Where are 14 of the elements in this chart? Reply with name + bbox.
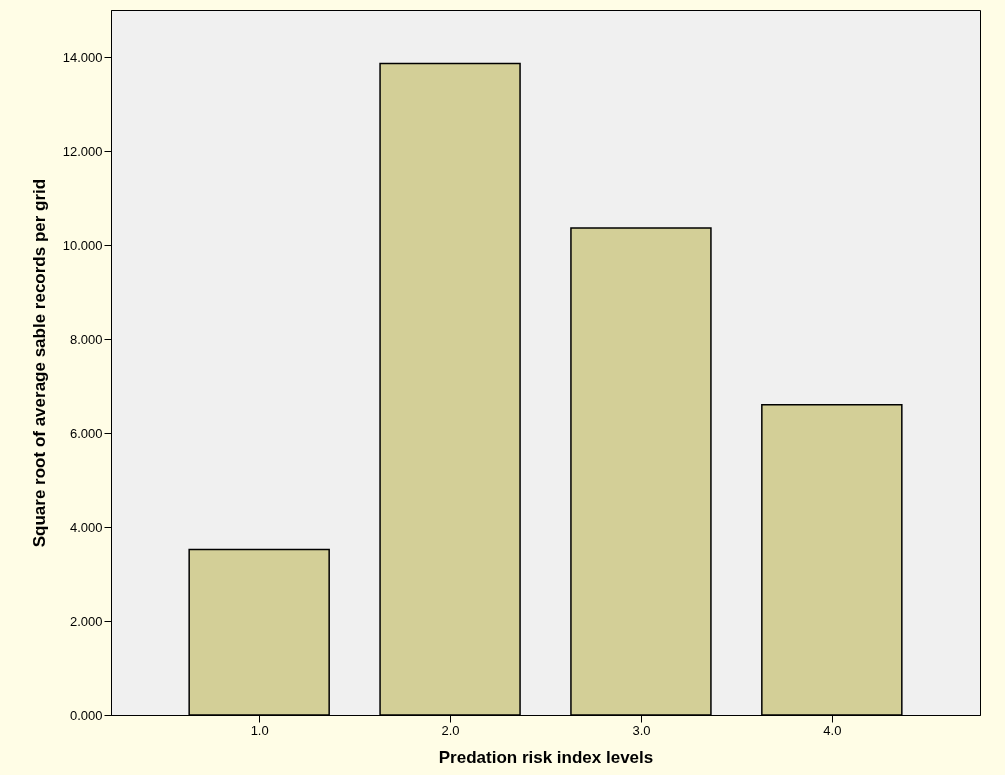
y-tick-label: 2.000: [69, 613, 103, 629]
y-tick-label: 0.000: [69, 707, 103, 723]
y-tick-label: 6.000: [69, 425, 103, 441]
y-tick-label: 14.000: [62, 49, 103, 65]
y-tick-label: 4.000: [69, 519, 103, 535]
y-tick-label: 10.000: [62, 237, 103, 253]
y-axis-title: Square root of average sable records per grid: [29, 178, 49, 548]
y-tick-label: 8.000: [69, 331, 103, 347]
y-tick-label: 12.000: [62, 143, 103, 159]
x-tick-label: 3.0: [632, 722, 651, 738]
x-tick-label: 1.0: [250, 722, 269, 738]
x-axis-title: Predation risk index levels: [438, 747, 654, 767]
x-tick-label: 4.0: [823, 722, 842, 738]
x-tick-label: 2.0: [441, 722, 460, 738]
